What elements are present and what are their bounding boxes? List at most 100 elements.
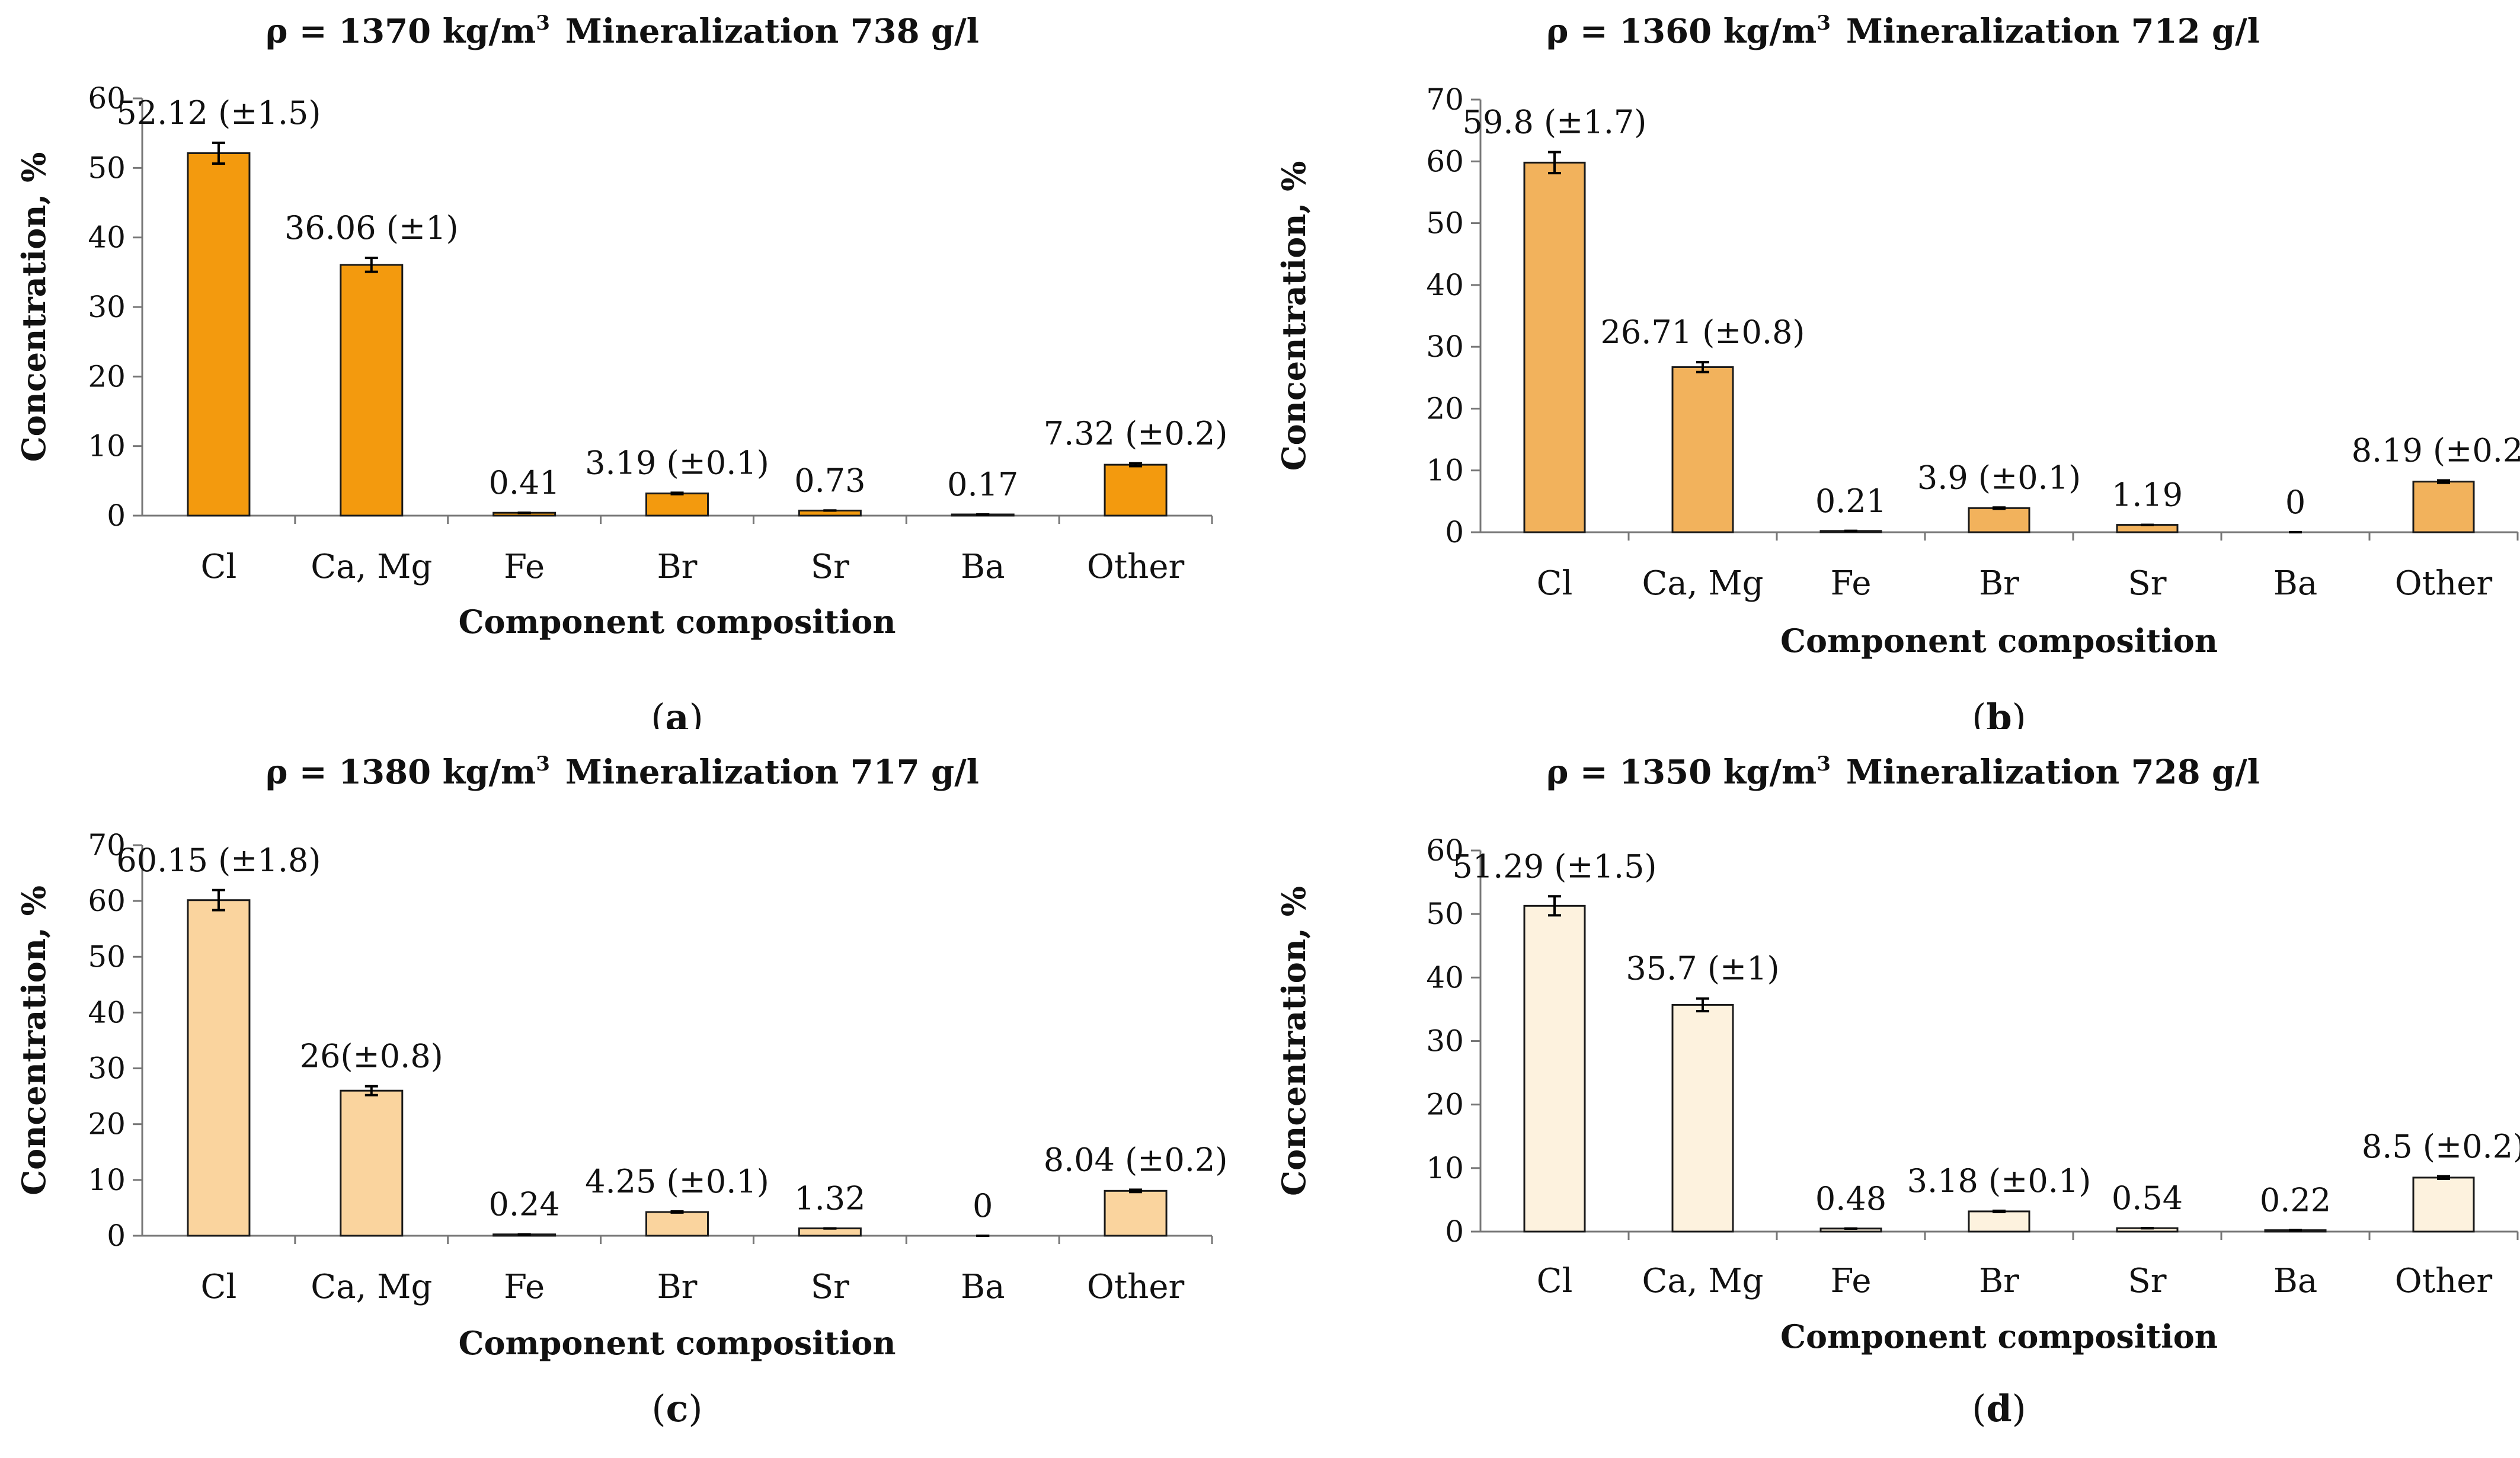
panel-label-letter: a — [665, 696, 689, 729]
title-mineralization: Mineralization 717 g/l — [565, 753, 979, 792]
data-label: 0 — [2285, 484, 2305, 521]
y-axis-title: Concentration, % — [1275, 886, 1313, 1196]
chart-title: ρ = 1380 kg/m3 Mineralization 717 g/l — [266, 752, 979, 792]
bar — [1968, 507, 2030, 533]
data-label: 0.73 — [794, 462, 865, 499]
y-tick-label: 50 — [88, 939, 126, 974]
y-tick-label: 40 — [1426, 960, 1464, 995]
bar — [1968, 1210, 2030, 1233]
y-tick-label: 10 — [88, 429, 126, 463]
data-label: 26.71 (±0.8) — [1600, 314, 1805, 351]
panel-label-open: ( — [651, 696, 665, 729]
panel-label-close: ) — [2012, 1387, 2026, 1430]
y-tick-label: 60 — [88, 81, 126, 116]
data-label: 0.24 — [489, 1186, 560, 1223]
category-label: Cl — [201, 548, 237, 586]
y-tick-label: 20 — [88, 1107, 126, 1142]
y-tick-label: 30 — [88, 290, 126, 324]
data-label: 8.04 (±0.2) — [1044, 1141, 1228, 1178]
y-tick-label: 30 — [1426, 330, 1464, 364]
panel-label-open: ( — [1972, 1387, 1986, 1430]
y-tick-label: 40 — [1426, 268, 1464, 302]
panel-label: (b) — [1972, 696, 2026, 729]
chart-panel-b: ρ = 1360 kg/m3 Mineralization 712 g/l 0 10 2… — [1260, 0, 2520, 729]
title-density: ρ = 1370 kg/m — [266, 12, 536, 51]
panel-label: (a) — [651, 696, 703, 729]
title-density: ρ = 1380 kg/m — [266, 753, 536, 792]
title-mineralization: Mineralization 738 g/l — [565, 12, 979, 51]
y-tick-label: 40 — [88, 995, 126, 1029]
title-mineralization: Mineralization 712 g/l — [1846, 12, 2260, 51]
category-label: Other — [2395, 564, 2493, 603]
chart-svg-a: ρ = 1370 kg/m3 Mineralization 738 g/l 0 10 2… — [15, 11, 1228, 729]
category-label: Other — [1087, 548, 1185, 586]
data-label: 59.8 (±1.7) — [1463, 104, 1647, 141]
panel-label-open: ( — [1972, 696, 1986, 729]
data-label: 3.9 (±0.1) — [1917, 459, 2081, 496]
y-axis-title: Concentration, % — [1275, 161, 1313, 471]
y-tick-label: 50 — [1426, 897, 1464, 931]
data-label: 0.17 — [947, 466, 1018, 503]
category-label: Br — [1979, 564, 2019, 603]
y-tick-label: 0 — [107, 1219, 126, 1253]
y-axis-title: Concentration, % — [15, 885, 53, 1195]
title-superscript: 3 — [536, 11, 550, 35]
x-axis-title: Component composition — [1780, 1318, 2218, 1355]
category-label: Ca, Mg — [311, 1268, 432, 1306]
chart-title: ρ = 1360 kg/m3 Mineralization 712 g/l — [1546, 11, 2260, 51]
panel-label-open: ( — [651, 1387, 666, 1430]
x-axis-title: Component composition — [459, 603, 896, 641]
category-label: Ca, Mg — [1642, 564, 1763, 603]
category-label: Sr — [811, 1268, 849, 1306]
panel-label-close: ) — [2012, 696, 2026, 729]
category-label: Fe — [1831, 564, 1872, 603]
data-label: 7.32 (±0.2) — [1044, 415, 1228, 452]
bar — [1671, 1003, 1734, 1233]
category-label: Ba — [2273, 564, 2318, 603]
panel-label: (d) — [1972, 1387, 2026, 1430]
y-tick-label: 60 — [1426, 833, 1464, 868]
y-tick-label: 50 — [88, 151, 126, 185]
category-label: Other — [2395, 1262, 2493, 1300]
bar — [1671, 366, 1734, 533]
y-tick-label: 20 — [1426, 391, 1464, 426]
y-tick-label: 60 — [1426, 144, 1464, 178]
y-tick-label: 20 — [1426, 1088, 1464, 1122]
bar — [1104, 463, 1168, 517]
data-label: 1.32 — [794, 1180, 865, 1217]
chart-svg-d: ρ = 1350 kg/m3 Mineralization 728 g/l 0 10 2… — [1275, 752, 2520, 1430]
category-label: Ba — [961, 548, 1005, 586]
panel-label: (c) — [651, 1387, 702, 1430]
data-label: 26(±0.8) — [300, 1038, 443, 1075]
y-tick-label: 10 — [1426, 1151, 1464, 1185]
category-label: Cl — [201, 1268, 237, 1306]
category-label: Fe — [1831, 1262, 1872, 1300]
bar — [2412, 1176, 2475, 1233]
title-superscript: 3 — [1817, 11, 1831, 35]
data-label: 36.06 (±1) — [284, 209, 459, 247]
data-label: 3.18 (±0.1) — [1907, 1162, 2092, 1200]
bar — [340, 264, 404, 517]
category-label: Other — [1087, 1268, 1185, 1306]
y-tick-label: 40 — [88, 220, 126, 255]
x-axis-title: Component composition — [459, 1324, 896, 1362]
category-label: Fe — [504, 1268, 545, 1306]
y-tick-label: 50 — [1426, 206, 1464, 241]
panel-label-letter: b — [1986, 696, 2011, 729]
category-label: Cl — [1537, 564, 1573, 603]
data-label: 4.25 (±0.1) — [585, 1163, 769, 1200]
chart-panel-c: ρ = 1380 kg/m3 Mineralization 717 g/l 0 10 2… — [0, 729, 1260, 1458]
category-label: Fe — [504, 548, 545, 586]
data-label: 60.15 (±1.8) — [116, 842, 321, 879]
category-label: Sr — [811, 548, 849, 586]
bar — [645, 493, 709, 517]
y-axis-title: Concentration, % — [15, 152, 53, 462]
bar — [645, 1211, 709, 1237]
y-tick-label: 20 — [88, 359, 126, 394]
y-tick-label: 10 — [88, 1163, 126, 1197]
bar — [340, 1089, 404, 1237]
y-tick-label: 0 — [107, 498, 126, 533]
title-density: ρ = 1350 kg/m — [1546, 753, 1817, 792]
y-tick-label: 0 — [1445, 1214, 1464, 1249]
chart-title: ρ = 1370 kg/m3 Mineralization 738 g/l — [266, 11, 979, 51]
